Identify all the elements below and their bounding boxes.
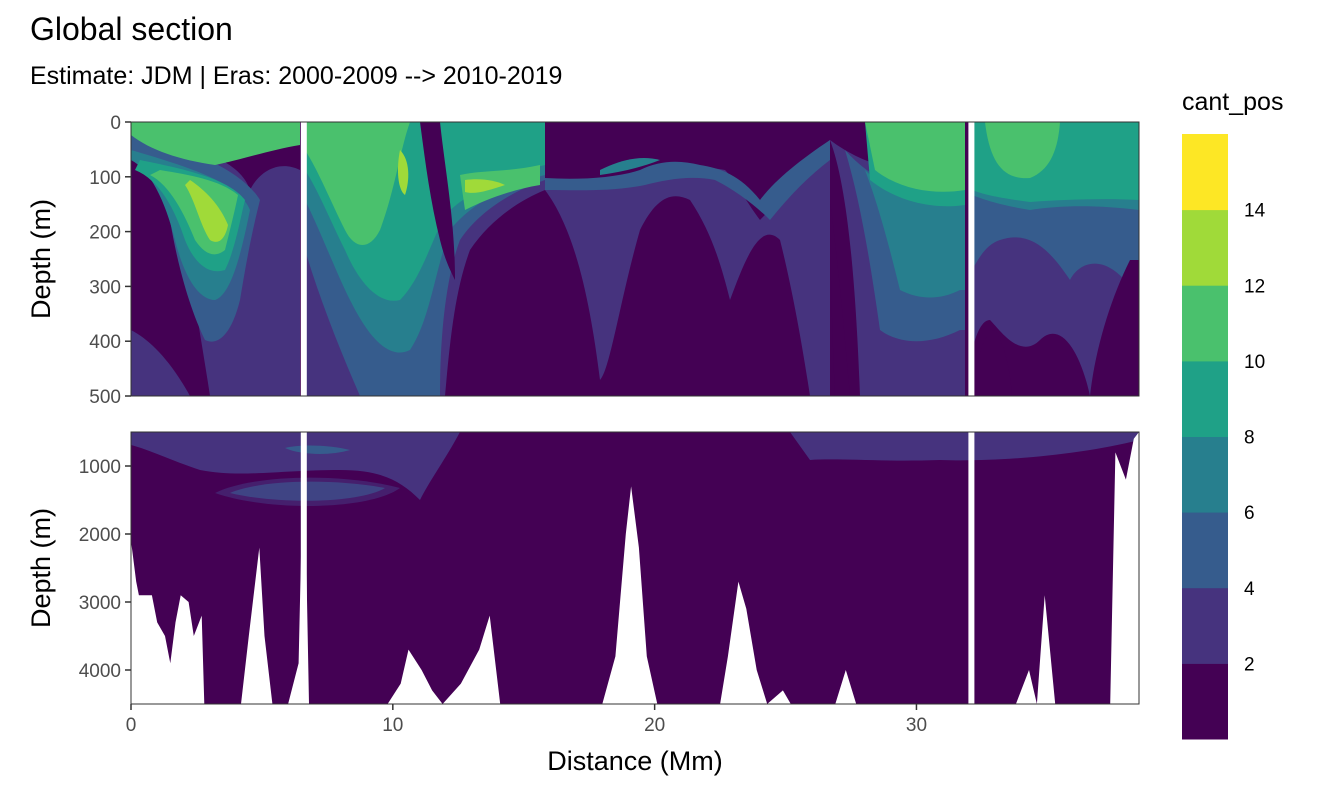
contour-east-12: [865, 122, 965, 192]
contour-far-deep: [972, 330, 1012, 396]
legend-label: 10: [1244, 352, 1265, 373]
contour-west-surface: [131, 122, 300, 165]
legend-label: 6: [1244, 503, 1255, 524]
y-tick-label-upper: 100: [89, 168, 121, 189]
x-tick-label: 30: [906, 715, 927, 736]
y-tick-label-upper: 300: [89, 277, 121, 298]
legend-swatch: [1182, 209, 1228, 286]
y-tick-label-lower: 3000: [79, 593, 121, 614]
legend-swatch: [1182, 587, 1228, 664]
y-tick-label-upper: 0: [110, 113, 121, 134]
contour-lower-2b: [790, 432, 1139, 461]
seafloor-mask: [131, 432, 1139, 704]
contour-central-6: [600, 158, 660, 175]
contour-mid-14b: [465, 179, 505, 193]
section-gap-lower: [300, 432, 307, 704]
contour-central-4: [545, 140, 830, 220]
y-tick-label-upper: 200: [89, 223, 121, 244]
contour-west-deep: [131, 330, 190, 396]
contour-mid-hole-a: [420, 122, 455, 280]
legend-label: 12: [1244, 276, 1265, 297]
y-tick-label-lower: 2000: [79, 525, 121, 546]
legend-swatch: [1182, 436, 1228, 513]
chart-title: Global section: [30, 11, 233, 47]
panel-upper-border: [130, 121, 1140, 397]
legend-swatch: [1182, 285, 1228, 362]
legend-title: cant_pos: [1182, 88, 1283, 116]
y-tick-label-upper: 500: [89, 387, 121, 408]
contour-lower-2: [131, 432, 460, 500]
x-tick-label: 10: [382, 715, 403, 736]
contour-far-deep-b: [1090, 260, 1139, 396]
contour-east-deep: [830, 200, 850, 396]
legend-label: 4: [1244, 579, 1255, 600]
contour-central-2: [545, 140, 830, 396]
panel-upper: [131, 122, 1139, 396]
section-gap-lower: [968, 432, 975, 704]
y-tick-label-upper: 400: [89, 332, 121, 353]
y-tick-label-lower: 1000: [79, 457, 121, 478]
chart-subtitle: Estimate: JDM | Eras: 2000-2009 --> 2010…: [30, 62, 562, 90]
legend-label: 2: [1244, 654, 1255, 675]
legend-swatch: [1182, 360, 1228, 437]
panel-lower-border: [130, 431, 1140, 705]
y-axis-title-lower: Depth (m): [26, 508, 56, 628]
contour-mid-12b: [460, 165, 540, 210]
contour-lower-2c: [215, 477, 400, 506]
section-gap-upper: [300, 122, 307, 396]
x-tick-label: 0: [126, 715, 137, 736]
contour-far-12: [985, 122, 1060, 179]
x-axis-title: Distance (Mm): [547, 746, 723, 776]
legend-colorbar: 2 4 6 8 10 12 14: [1182, 134, 1266, 740]
contour-mid-14: [397, 150, 409, 195]
y-tick-label-lower: 4000: [79, 661, 121, 682]
contour-mid-12: [305, 122, 410, 245]
contour-west-14: [185, 180, 228, 242]
legend-swatch: [1182, 134, 1228, 211]
y-axis-title-upper: Depth (m): [26, 199, 56, 319]
legend-swatch: [1182, 663, 1228, 740]
x-tick-label: 20: [644, 715, 665, 736]
legend-label: 8: [1244, 428, 1255, 449]
legend-label: 14: [1244, 201, 1266, 222]
section-gap-upper: [968, 122, 975, 396]
legend-swatch: [1182, 512, 1228, 589]
